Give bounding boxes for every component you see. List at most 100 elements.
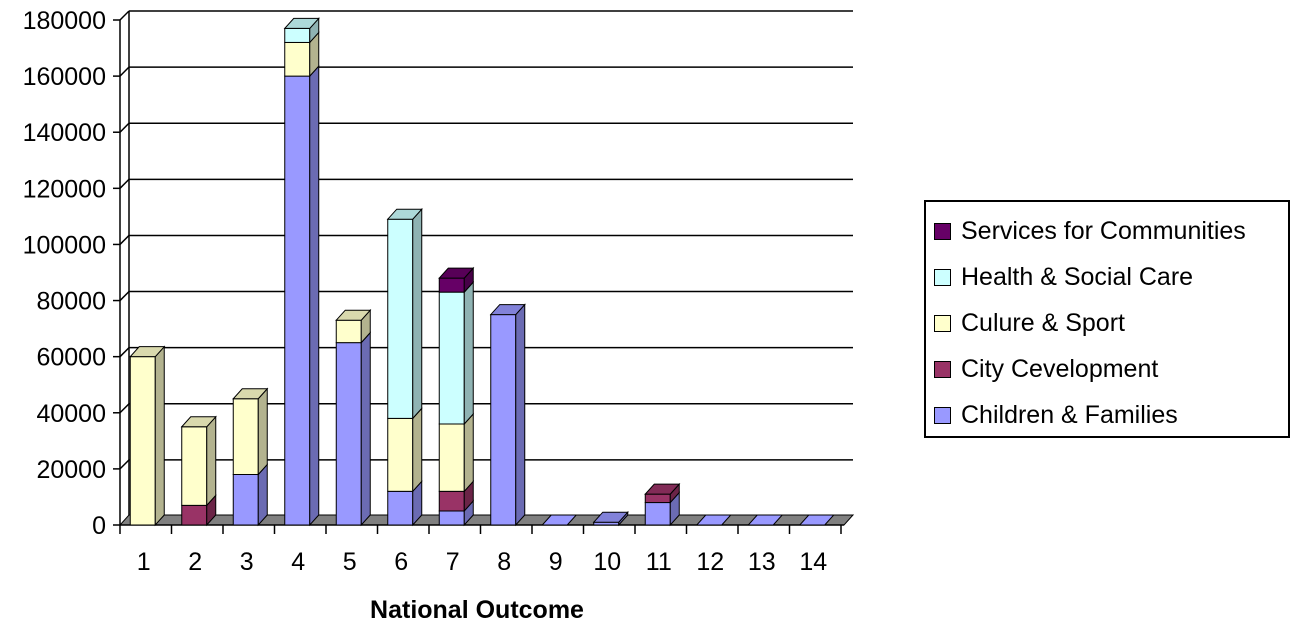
bar-segment [644,502,671,526]
gridline-depth [119,403,130,414]
bar-segment [490,314,517,526]
bar-segment [335,342,362,526]
gridline-depth [119,10,130,21]
legend-item: Services for Communities [926,208,1288,254]
legend-swatch [934,314,951,332]
y-tick-label: 100000 [23,231,106,259]
bar-segment-top [232,388,269,400]
legend: Services for Communities Health & Social … [924,200,1290,438]
chart-floor [118,514,855,526]
legend-label: Children & Families [961,400,1178,429]
bar-segment [335,319,362,344]
bar-segment [181,426,208,506]
bar-stack [180,415,217,527]
bar-segment-side [515,303,526,527]
bar-stack [747,514,784,526]
x-tick-label: 9 [549,548,563,576]
y-tick-labels: 0 20000 40000 60000 80000 100000 120000 140000 1… [23,7,106,540]
bar-segment-top [747,514,784,526]
y-tick-label: 180000 [23,7,106,35]
gridline-depth [119,234,130,245]
bar-segment [232,474,259,526]
x-tick-label: 5 [343,548,357,576]
bar-segment [284,41,311,77]
bar-segment [438,277,465,293]
legend-label: Health & Social Care [961,262,1194,291]
legend-label: Services for Communities [961,216,1246,245]
bar-segment [181,504,208,526]
bar-stack [232,387,269,527]
bar-segment-top [489,304,526,316]
bar-segment [129,356,156,526]
bar-segment-top [798,514,835,526]
bar-segment-top [180,416,217,428]
bar-segment-side [360,331,371,527]
gridline-depth [119,122,130,133]
axes [113,11,844,534]
legend-swatch [934,268,951,286]
x-axis-title: National Outcome [370,596,584,623]
bar-segment-top [592,511,629,523]
x-tick-label: 13 [748,548,776,576]
bar-segment-side [463,412,474,493]
x-tick-label: 7 [446,548,460,576]
bar-segment [438,490,465,512]
gridline-depth [119,291,130,302]
bars [129,17,835,527]
bar-segment-top [283,17,320,29]
bar-segment-top [129,346,166,358]
bar-segment [387,490,414,526]
x-tick-label: 10 [593,548,621,576]
bar-stack [386,207,423,527]
y-tick-label: 40000 [36,400,106,428]
legend-item: Children & Families [926,392,1288,438]
bar-segment [438,510,465,526]
x-tick-label: 14 [799,548,827,576]
bar-segment [438,423,465,492]
bar-stack [798,514,835,526]
x-tick-label: 8 [497,548,511,576]
bar-segment-top [438,267,475,279]
bar-segment [232,398,259,475]
bar-segment [387,417,414,492]
bar-stack [438,266,475,527]
x-tick-label: 2 [188,548,202,576]
bar-segment-side [309,64,320,527]
bar-stack [129,345,166,527]
bar-segment [644,493,671,504]
legend-label: Culure & Sport [961,308,1125,337]
bar-segment-top [695,514,732,526]
bar-segment [387,218,414,419]
bar-segment-top [386,208,423,220]
y-tick-label: 60000 [36,344,106,372]
bar-segment [284,27,311,43]
legend-item: Culure & Sport [926,300,1288,346]
legend-item: Health & Social Care [926,254,1288,300]
gridline-depth [119,459,130,470]
gridline-depth [119,178,130,189]
y-tick-label: 20000 [36,456,106,484]
bar-segment-top [335,309,372,321]
gridline-depth [119,347,130,358]
bar-stack [644,482,681,527]
bar-stack [541,514,578,526]
bar-segment-side [463,280,474,426]
bar-stack [695,514,732,526]
x-tick-label: 12 [696,548,724,576]
y-tick-label: 80000 [36,288,106,316]
x-tick-labels: 1 2 3 4 5 6 7 8 9 10 11 12 13 14 [137,548,827,576]
legend-label: City Cevelopment [961,354,1159,383]
gridline-depth [119,66,130,77]
y-tick-label: 0 [92,512,106,540]
bar-stack [489,303,526,527]
floor-plane [118,514,855,526]
bar-stack [592,510,629,527]
x-tick-label: 4 [291,548,305,576]
y-tick-label: 120000 [23,175,106,203]
bar-segment-side [412,207,423,420]
x-tick-label: 6 [394,548,408,576]
y-tick-label: 140000 [23,119,106,147]
bar-segment [284,75,311,526]
legend-swatch [934,360,951,378]
